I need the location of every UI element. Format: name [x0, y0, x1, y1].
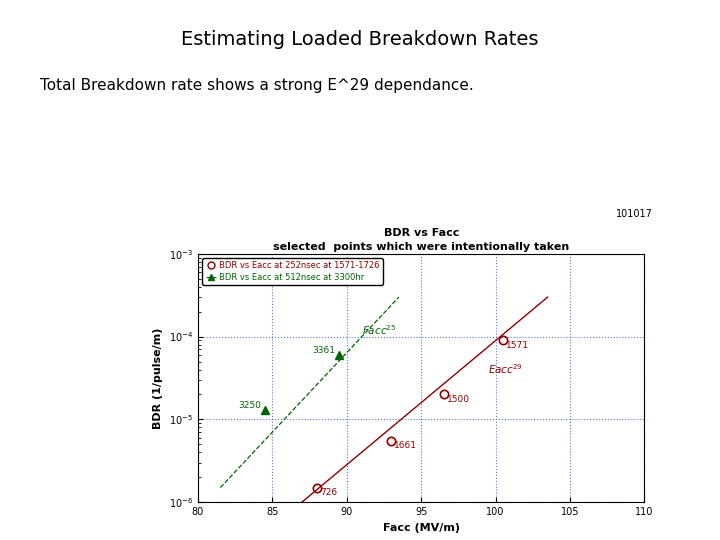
Text: Total Breakdown rate shows a strong E^29 dependance.: Total Breakdown rate shows a strong E^29…	[40, 78, 473, 93]
Title: BDR vs Facc
selected  points which were intentionally taken: BDR vs Facc selected points which were i…	[273, 228, 570, 252]
Text: Eacc$^{29}$: Eacc$^{29}$	[488, 362, 523, 376]
X-axis label: Facc (MV/m): Facc (MV/m)	[383, 523, 459, 532]
Text: Estimating Loaded Breakdown Rates: Estimating Loaded Breakdown Rates	[181, 30, 539, 49]
Text: Facc$^{25}$: Facc$^{25}$	[361, 323, 396, 337]
Y-axis label: BDR (1/pulse/m): BDR (1/pulse/m)	[153, 327, 163, 429]
Text: 1661: 1661	[395, 441, 418, 450]
Legend: BDR vs Eacc at 252nsec at 1571-1726, BDR vs Eacc at 512nsec at 3300hr: BDR vs Eacc at 252nsec at 1571-1726, BDR…	[202, 258, 382, 285]
Text: 726: 726	[320, 488, 337, 497]
Text: 3361: 3361	[312, 346, 336, 355]
Text: 1571: 1571	[506, 341, 529, 349]
Text: 101017: 101017	[616, 209, 653, 219]
Text: 1500: 1500	[446, 395, 469, 403]
Text: 3250: 3250	[238, 401, 261, 410]
